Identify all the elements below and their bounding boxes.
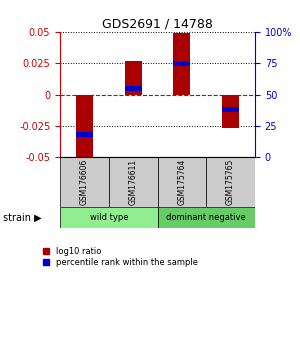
Bar [173,61,190,66]
Bar [76,95,93,158]
Text: strain ▶: strain ▶ [3,213,42,223]
Title: GDS2691 / 14788: GDS2691 / 14788 [102,18,213,31]
Bar [124,86,142,91]
Bar [158,207,255,228]
Bar [222,95,239,129]
Bar [76,132,93,137]
Bar [109,157,158,207]
Text: GSM175765: GSM175765 [226,159,235,205]
Bar [222,107,239,112]
Text: GSM175764: GSM175764 [177,159,186,205]
Text: dominant negative: dominant negative [167,213,246,222]
Bar [60,207,158,228]
Bar [206,157,255,207]
Text: wild type: wild type [89,213,128,222]
Bar [173,33,190,95]
Bar [124,61,142,95]
Bar [158,157,206,207]
Text: GSM176606: GSM176606 [80,159,89,205]
Legend: log10 ratio, percentile rank within the sample: log10 ratio, percentile rank within the … [43,247,198,267]
Bar [60,157,109,207]
Text: GSM176611: GSM176611 [129,159,138,205]
